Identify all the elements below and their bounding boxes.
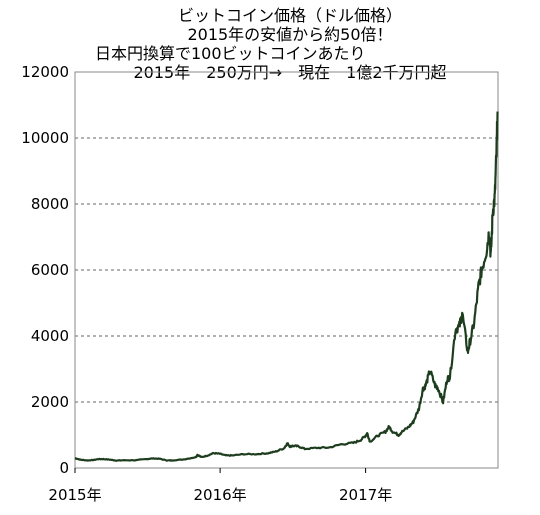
title-line-1: ビットコイン価格（ドル価格） bbox=[177, 6, 402, 25]
y-tick-label-6000: 6000 bbox=[31, 261, 69, 279]
y-tick-label-8000: 8000 bbox=[31, 195, 69, 213]
title-line-3: 日本円換算で100ビットコインあたり bbox=[95, 44, 366, 63]
y-tick-label-10000: 10000 bbox=[21, 129, 69, 147]
y-tick-label-0: 0 bbox=[59, 459, 69, 477]
x-tick-label-1: 2016年 bbox=[194, 486, 247, 504]
y-tick-label-12000: 12000 bbox=[21, 63, 69, 81]
y-tick-label-2000: 2000 bbox=[31, 393, 69, 411]
title-line-2: 2015年の安値から約50倍！ bbox=[187, 25, 393, 44]
series-line-0 bbox=[74, 111, 499, 462]
x-tick-label-0: 2015年 bbox=[48, 486, 101, 504]
y-tick-label-4000: 4000 bbox=[31, 327, 69, 345]
plot-frame bbox=[74, 71, 499, 469]
x-tick-label-2: 2017年 bbox=[339, 486, 392, 504]
